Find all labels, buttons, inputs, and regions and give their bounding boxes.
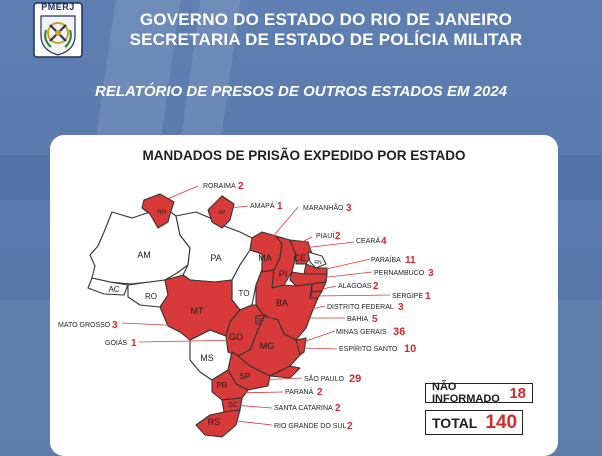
callout-amapa-name: AMAPÁ [250, 201, 275, 210]
callout-minas-gerais-name: MINAS GERAIS [336, 329, 387, 336]
callout-parana-name: PARANÁ [285, 387, 314, 396]
report-title: RELATÓRIO DE PRESOS DE OUTROS ESTADOS EM… [94, 83, 508, 100]
state-label: TO [239, 289, 250, 298]
state-acre [87, 277, 129, 296]
state-amapa [207, 195, 235, 229]
state-label: PI [279, 269, 288, 279]
state-label: AM [137, 250, 151, 260]
header-government-title: GOVERNO DO ESTADO DO RIO DE JANEIRO [139, 10, 513, 29]
callout-bahia-name: BAHIA [347, 316, 368, 323]
callout-espirito-santo-count: 10 [404, 343, 416, 355]
state-rio-grande-do-norte [307, 251, 327, 269]
callout-maranhao-name: MARANHÃO [303, 203, 344, 212]
callout-goias-count: 1 [131, 338, 137, 349]
state-label: BA [276, 298, 288, 308]
callout-maranhao-count: 3 [346, 203, 352, 214]
callout-pernambuco-count: 3 [428, 268, 434, 279]
callout-sergipe-name: SERGIPE [392, 293, 423, 300]
callout-amapa-count: 1 [277, 201, 283, 212]
state-roraima [141, 193, 175, 229]
callout-minas-gerais-count: 36 [393, 326, 405, 338]
callout-sao-paulo-name: SÃO PAULO [304, 374, 344, 383]
pmerj-crest-logo: PMERJ [33, 2, 83, 58]
callout-ceara-name: CEARÁ [356, 236, 380, 245]
state-alagoas [311, 281, 327, 293]
callout-santa-catarina-name: SANTA CATARINA [274, 405, 333, 412]
callout-bahia-count: 5 [372, 314, 378, 325]
state-label: PR [216, 381, 227, 390]
callout-goias-name: GOIÁS [105, 338, 128, 347]
callout-rio-grande-do-sul-name: RIO GRANDE DO SUL [274, 423, 346, 430]
state-amazonas [89, 209, 191, 285]
callout-sao-paulo-count: 29 [349, 373, 361, 385]
callout-rio-grande-do-sul-count: 2 [347, 421, 353, 432]
callout-roraima-count: 2 [238, 181, 244, 192]
state-label: SC [228, 402, 238, 409]
state-label: RS [208, 417, 221, 427]
state-rio-de-janeiro [269, 365, 301, 379]
state-label: AC [108, 285, 119, 294]
state-label: MG [260, 341, 275, 351]
state-label: RR [157, 209, 167, 216]
callout-mato-grosso-name: MATO GROSSO [58, 322, 111, 329]
state-bahia [255, 269, 319, 341]
state-rio-grande-do-sul [195, 409, 241, 438]
not-informed-value: 18 [509, 384, 526, 402]
state-label: RO [145, 292, 157, 301]
callout-mato-grosso-count: 3 [112, 320, 118, 331]
callout-distrito-federal-name: DISTRITO FEDERAL [327, 304, 394, 311]
callout-roraima-name: RORAIMA [203, 183, 236, 190]
callout-paraiba-name: PARAÍBA [371, 255, 401, 264]
callout-piaui-name: PIAUÍ [316, 231, 334, 240]
state-label: AP [219, 210, 226, 216]
callout-pernambuco-name: PERNAMBUCO [374, 270, 425, 277]
state-label: MA [258, 253, 272, 263]
total-value: 140 [485, 411, 518, 433]
map-card-title: MANDADOS DE PRISÃO EXPEDIDO POR ESTADO [142, 148, 466, 163]
not-informed-label: NÃO INFORMADO [432, 381, 500, 405]
header-secretariat-title: SECRETARIA DE ESTADO DE POLÍCIA MILITAR [129, 30, 523, 49]
total-label: TOTAL [432, 414, 478, 431]
state-label: CE [294, 253, 307, 263]
callout-distrito-federal-count: 3 [398, 302, 404, 313]
callout-piaui-count: 2 [335, 231, 341, 242]
logo-text: PMERJ [41, 2, 75, 12]
state-paraiba [303, 263, 328, 275]
callout-espirito-santo-name: ESPÍRITO SANTO [339, 344, 398, 353]
callout-santa-catarina-count: 2 [335, 403, 341, 414]
total-box: TOTAL 140 [425, 410, 523, 435]
callout-alagoas-count: 2 [373, 281, 379, 292]
callout-parana-count: 2 [317, 387, 323, 398]
callout-sergipe-count: 1 [425, 291, 431, 302]
state-label: MT [191, 306, 204, 316]
not-informed-box: NÃO INFORMADO 18 [425, 381, 533, 405]
callout-paraiba-count: 11 [405, 255, 416, 266]
callout-ceara-count: 4 [381, 236, 387, 247]
state-sergipe [309, 290, 323, 299]
state-label: SP [240, 372, 251, 381]
state-label: RN [314, 260, 322, 266]
callout-alagoas-name: ALAGOAS [338, 283, 372, 290]
state-label: GO [229, 332, 243, 342]
state-label: PA [210, 253, 221, 263]
state-label: MS [200, 353, 214, 363]
state-label: DF [258, 318, 265, 324]
